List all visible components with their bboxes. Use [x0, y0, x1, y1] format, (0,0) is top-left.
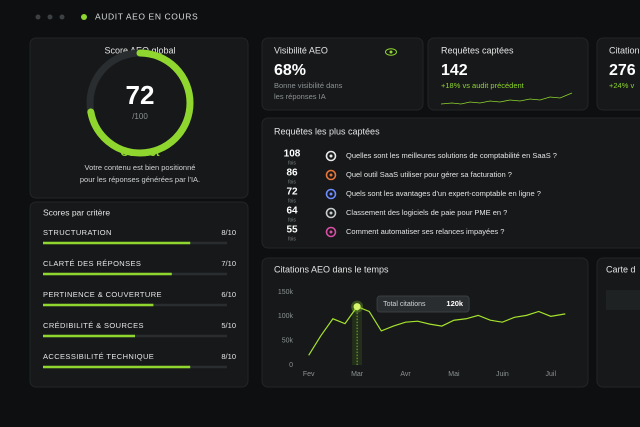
request-count: 72: [286, 187, 298, 198]
criteria-title: Scores par critère: [43, 207, 110, 217]
kpi-value: 276: [609, 62, 636, 79]
x-tick-label: Juin: [496, 371, 509, 378]
criterion-name: PERTINENCE & COUVERTURE: [43, 290, 162, 299]
kpi-card: [596, 37, 640, 111]
assistant-icon: [325, 226, 337, 238]
header-title: AUDIT AEO EN COURS: [95, 11, 198, 21]
request-count: 108: [284, 149, 301, 160]
request-count: 55: [286, 225, 298, 236]
x-tick-label: Avr: [400, 371, 411, 378]
kpi-note: Bonne visibilité dans: [274, 81, 343, 90]
requests-card: [261, 117, 640, 249]
request-text: Comment automatiser ses relances impayée…: [346, 227, 504, 236]
window-dot: [59, 14, 65, 20]
criterion-name: STRUCTURATION: [43, 228, 112, 237]
chart-title: Citations AEO dans le temps: [274, 264, 389, 274]
kpi-value: 68%: [274, 62, 306, 79]
kpi-card: [261, 37, 424, 111]
map-card: [596, 257, 640, 388]
y-tick-label: 50k: [282, 338, 294, 345]
eye-outline: [385, 48, 397, 56]
score-ring: [86, 49, 194, 157]
kpi-title: Visibilité AEO: [274, 45, 328, 55]
request-text: Quel outil SaaS utiliser pour gérer sa f…: [346, 170, 512, 179]
request-count: 86: [286, 168, 298, 179]
status-dot: [81, 14, 87, 20]
criterion-score: 8/10: [221, 352, 236, 361]
tooltip-label: Total citations: [383, 301, 426, 308]
map-preview: [606, 290, 640, 310]
kpi-note: les réponses IA: [274, 92, 326, 101]
assistant-icon: [325, 169, 337, 181]
eye-pupil: [389, 50, 393, 54]
kpi-title: Citation: [609, 45, 640, 55]
tooltip: [376, 295, 470, 313]
request-text: Quelles sont les meilleures solutions de…: [346, 151, 557, 160]
assistant-icon: [325, 207, 337, 219]
score-card: [29, 37, 249, 199]
assistant-icon-core: [329, 230, 333, 234]
criterion-score: 7/10: [221, 259, 236, 268]
x-tick-label: Juil: [546, 371, 557, 378]
line-chart: 0 50k 100k 150k Fev Mar Avr Mai Juin Juil Total ci…: [278, 289, 566, 378]
x-tick-label: Mai: [448, 371, 460, 378]
x-tick-label: Mar: [351, 371, 364, 378]
criterion-name: ACCESSIBILITÉ TECHNIQUE: [43, 352, 154, 361]
kpi-value: 142: [441, 62, 468, 79]
request-unit: fois: [288, 160, 296, 166]
window-dot: [35, 14, 41, 20]
request-text: Quels sont les avantages d'un expert-com…: [346, 189, 541, 198]
criterion-name: CRÉDIBILITÉ & SOURCES: [43, 321, 144, 330]
request-unit: fois: [288, 198, 296, 204]
assistant-icon-core: [329, 173, 333, 177]
assistant-icon-core: [329, 154, 333, 158]
request-count: 64: [286, 206, 298, 217]
criteria-card: [29, 201, 249, 388]
request-unit: fois: [288, 217, 296, 223]
criterion-score: 8/10: [221, 228, 236, 237]
request-unit: fois: [288, 179, 296, 185]
score-description: pour les réponses générées par l'IA.: [80, 175, 200, 184]
criteria-list: STRUCTURATION 8/10 CLARTÉ DES RÉPONSES 7/10…: [43, 228, 236, 369]
kpi-title: Requêtes captées: [441, 45, 514, 55]
request-unit: fois: [288, 236, 296, 242]
requests-title: Requêtes les plus captées: [274, 126, 380, 136]
assistant-icon-core: [329, 192, 333, 196]
highlight-point: [353, 303, 361, 311]
ring-arc: [86, 49, 194, 157]
criterion-score: 6/10: [221, 290, 236, 299]
assistant-icon-core: [329, 211, 333, 215]
x-tick-label: Fev: [303, 371, 315, 378]
y-tick-label: 150k: [278, 289, 294, 296]
y-tick-label: 0: [289, 362, 293, 369]
map-title: Carte d: [606, 264, 636, 274]
assistant-icon: [325, 150, 337, 162]
score-scale: /100: [132, 112, 148, 121]
kpi-card: [427, 37, 589, 111]
eye-icon: [385, 48, 397, 56]
window-dot: [47, 14, 53, 20]
kpi-change: +18% vs audit précédent: [441, 81, 525, 90]
criterion-name: CLARTÉ DES RÉPONSES: [43, 259, 141, 268]
tooltip-value: 120k: [446, 299, 464, 308]
sparkline: [440, 92, 573, 105]
y-tick-label: 100k: [278, 313, 294, 320]
score-description: Votre contenu est bien positionné: [85, 163, 196, 172]
kpi-change: +24% v: [609, 81, 634, 90]
highlight-band: [352, 306, 363, 365]
citations-line: [308, 305, 566, 356]
request-text: Classement des logiciels de paie pour PM…: [346, 208, 507, 217]
score-value: 72: [126, 80, 155, 110]
score-rating: Correct: [120, 147, 159, 159]
assistant-icon: [325, 188, 337, 200]
criterion-score: 5/10: [221, 321, 236, 330]
